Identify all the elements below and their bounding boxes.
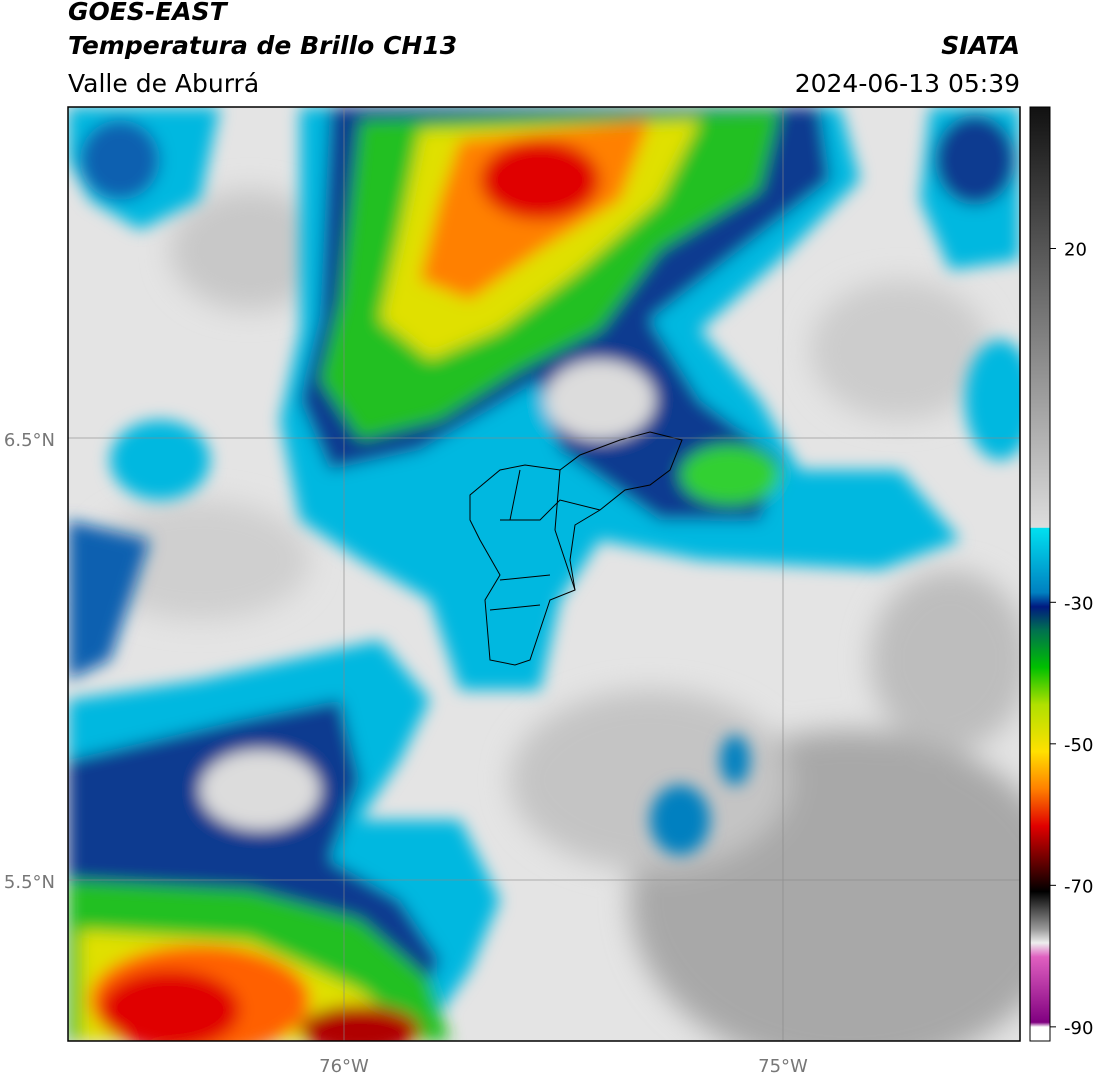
satellite-image [68,107,1020,1041]
datetime: 2024-06-13 05:39 [795,69,1020,98]
source: SIATA [941,31,1020,60]
region: Valle de Aburrá [68,69,259,98]
colorbar [1029,106,1051,1042]
lon-label: 75°W [758,1056,808,1077]
colorbar-tick-label: -70 [1064,876,1093,897]
subtitle: Temperatura de Brillo CH13 [68,31,457,60]
lon-label: 76°W [319,1056,369,1077]
colorbar-tick-label: -50 [1064,735,1093,756]
colorbar-tick-label: 20 [1064,240,1087,261]
lat-label: 6.5°N [4,430,55,451]
colorbar-tick-label: -90 [1064,1018,1093,1039]
lat-label: 5.5°N [4,872,55,893]
colorbar-tick-label: -30 [1064,593,1093,614]
map-frame [67,106,1021,1042]
title: GOES-EAST [68,0,229,26]
